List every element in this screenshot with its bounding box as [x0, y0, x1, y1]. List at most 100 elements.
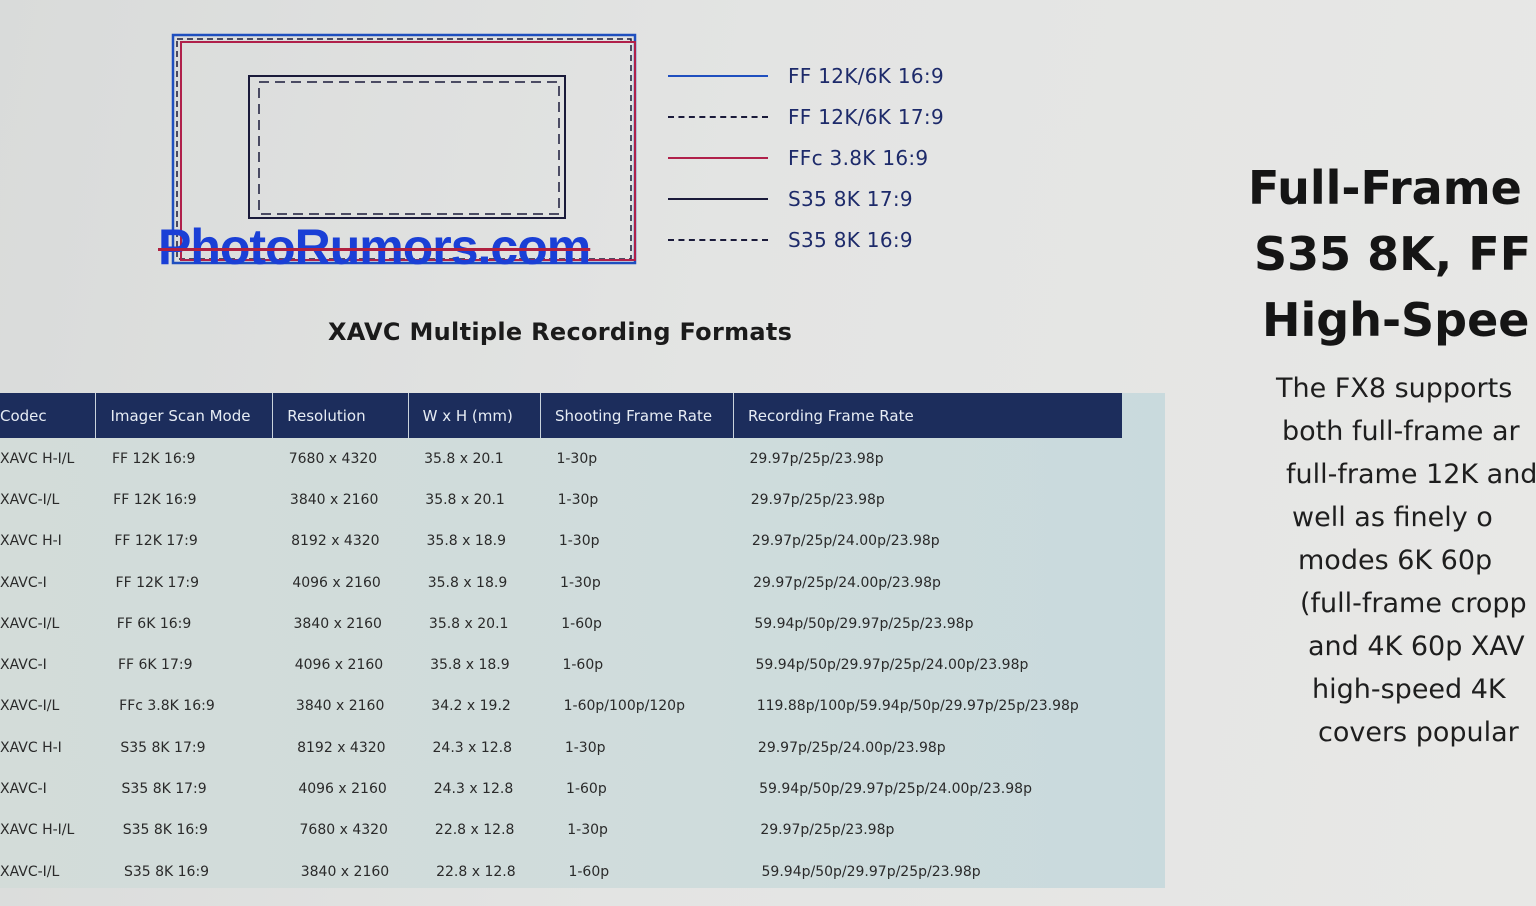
table-cell: XAVC-I/L [0, 698, 60, 715]
paragraph-line: full-frame 12K and [1286, 459, 1536, 490]
sensor-area-diagram [171, 33, 637, 265]
table-row: XAVC-I S35 8K 17:9 4096 x 2160 24.3 x 12.8 1… [0, 768, 1122, 809]
table-cell: 24.3 x 12.8 [432, 739, 513, 756]
table-cell: FF 12K 16:9 [111, 450, 196, 467]
table-cell: 4096 x 2160 [298, 781, 387, 798]
table-cell: 7680 x 4320 [288, 450, 378, 467]
table-cell: 1-30p [557, 491, 599, 508]
legend-label: FF 12K/6K 17:9 [788, 104, 944, 129]
table-cell: 8192 x 4320 [297, 739, 386, 756]
table-row: XAVC-I/L S35 8K 16:9 3840 x 2160 22.8 x 12.… [0, 851, 1122, 892]
column-header: Recording Frame Rate [733, 393, 1122, 438]
table-cell: 35.8 x 20.1 [424, 450, 504, 467]
table-cell: 1-30p [556, 450, 598, 467]
headline-line: S35 8K, FF [1254, 227, 1532, 281]
column-header: Imager Scan Mode [95, 393, 274, 438]
table-cell: 59.94p/50p/29.97p/25p/23.98p [761, 863, 981, 880]
table-cell: 29.97p/25p/24.00p/23.98p [751, 533, 940, 550]
table-cell: 35.8 x 20.1 [428, 615, 509, 632]
table-cell: 1-30p [567, 822, 608, 839]
table-cell: XAVC-I [0, 657, 47, 674]
table-cell: S35 8K 16:9 [123, 863, 210, 880]
legend-item: FF 12K/6K 17:9 [668, 96, 944, 137]
table-cell: 3840 x 2160 [295, 698, 385, 715]
table-cell: FF 12K 17:9 [115, 574, 199, 591]
legend-item: S35 8K 16:9 [668, 219, 944, 260]
table-cell: 29.97p/25p/24.00p/23.98p [753, 574, 941, 591]
table-cell: 35.8 x 18.9 [430, 657, 510, 674]
column-header: Codec [0, 393, 97, 438]
table-cell: 1-60p [568, 863, 610, 880]
table-cell: XAVC-I/L [0, 863, 60, 880]
table-cell: S35 8K 17:9 [121, 781, 207, 798]
table-cell: 3840 x 2160 [300, 863, 390, 880]
paragraph-line: covers popular [1318, 717, 1519, 748]
table-cell: XAVC-I/L [0, 615, 60, 632]
table-cell: 22.8 x 12.8 [434, 822, 515, 839]
table-cell: 7680 x 4320 [299, 822, 388, 839]
legend-line-swatch [668, 238, 768, 241]
table-cell: 59.94p/50p/29.97p/25p/24.00p/23.98p [755, 657, 1029, 674]
table-cell: 34.2 x 19.2 [431, 698, 511, 715]
table-cell: 22.8 x 12.8 [436, 863, 516, 880]
table-header-row: Codec Imager Scan Mode Resolution W x H (mm… [0, 393, 1122, 438]
table-cell: 1-60p [561, 615, 602, 632]
table-cell: 35.8 x 18.9 [427, 574, 508, 591]
table-cell: XAVC H-I/L [0, 450, 75, 467]
table-cell: FF 6K 17:9 [117, 657, 193, 674]
table-cell: 1-30p [564, 739, 606, 756]
table-cell: 24.3 x 12.8 [433, 781, 514, 798]
page-title: XAVC Multiple Recording Formats [328, 318, 793, 346]
legend-line-swatch [668, 74, 768, 77]
paragraph-line: and 4K 60p XAV [1308, 631, 1525, 662]
table-cell: XAVC-I [0, 781, 47, 798]
legend-item: S35 8K 17:9 [668, 178, 944, 219]
table-cell: 29.97p/25p/23.98p [749, 450, 884, 467]
table-row: XAVC-I/L FF 6K 16:9 3840 x 2160 35.8 x 20.1… [0, 603, 1122, 644]
column-header: Shooting Frame Rate [540, 393, 735, 438]
table-cell: S35 8K 16:9 [122, 822, 208, 839]
headline-line: Full-Frame [1248, 161, 1522, 215]
column-header: W x H (mm) [408, 393, 541, 438]
ffc-frame [180, 41, 636, 261]
side-text: Full-Frame S35 8K, FF High-Spee The FX8 su… [1240, 155, 1536, 754]
paragraph-line: (full-frame cropp [1300, 588, 1527, 619]
diagram-legend: FF 12K/6K 16:9 FF 12K/6K 17:9 FFc 3.8K 16:… [668, 55, 944, 260]
legend-item: FF 12K/6K 16:9 [668, 55, 944, 96]
legend-label: S35 8K 17:9 [788, 186, 913, 211]
table-cell: FF 12K 17:9 [114, 533, 198, 550]
table-cell: 29.97p/25p/24.00p/23.98p [757, 739, 946, 756]
table-cell: S35 8K 17:9 [120, 739, 206, 756]
legend-line-swatch [668, 197, 768, 200]
table-cell: 1-60p [566, 781, 607, 798]
s35-17-9-frame [248, 75, 566, 219]
table-cell: 3840 x 2160 [293, 615, 382, 632]
table-cell: XAVC H-I/L [0, 822, 75, 839]
table-cell: FF 12K 16:9 [113, 491, 197, 508]
table-cell: 1-60p/100p/120p [563, 698, 685, 715]
table-cell: 59.94p/50p/29.97p/25p/24.00p/23.98p [759, 781, 1032, 798]
legend-label: S35 8K 16:9 [788, 227, 913, 252]
table-cell: XAVC-I/L [0, 491, 60, 508]
table-cell: 119.88p/100p/59.94p/50p/29.97p/25p/23.98… [756, 698, 1079, 715]
table-cell: 29.97p/25p/23.98p [750, 491, 885, 508]
paragraph-line: high-speed 4K [1312, 674, 1506, 705]
legend-line-swatch [668, 156, 768, 159]
paragraph-line: The FX8 supports [1276, 373, 1513, 404]
table-cell: 1-30p [558, 533, 600, 550]
table-cell: FFc 3.8K 16:9 [119, 698, 215, 715]
table-row: XAVC H-I S35 8K 17:9 8192 x 4320 24.3 x 12.… [0, 727, 1122, 768]
table-cell: 3840 x 2160 [289, 491, 379, 508]
table-cell: 35.8 x 18.9 [426, 533, 507, 550]
table-cell: FF 6K 16:9 [116, 615, 192, 632]
table-cell: XAVC-I [0, 574, 47, 591]
table-cell: XAVC H-I [0, 739, 62, 756]
paragraph-line: both full-frame ar [1282, 416, 1520, 447]
legend-label: FF 12K/6K 16:9 [788, 63, 944, 88]
table-cell: 59.94p/50p/29.97p/25p/23.98p [754, 615, 974, 632]
table-cell: 1-60p [562, 657, 604, 674]
table-row: XAVC-I/L FF 12K 16:9 3840 x 2160 35.8 x 20.… [0, 479, 1122, 520]
table-row: XAVC-I/L FFc 3.8K 16:9 3840 x 2160 34.2 x 1… [0, 686, 1122, 727]
paragraph-line: modes 6K 60p [1298, 545, 1493, 576]
recording-formats-table: Codec Imager Scan Mode Resolution W x H (mm… [0, 393, 1165, 888]
